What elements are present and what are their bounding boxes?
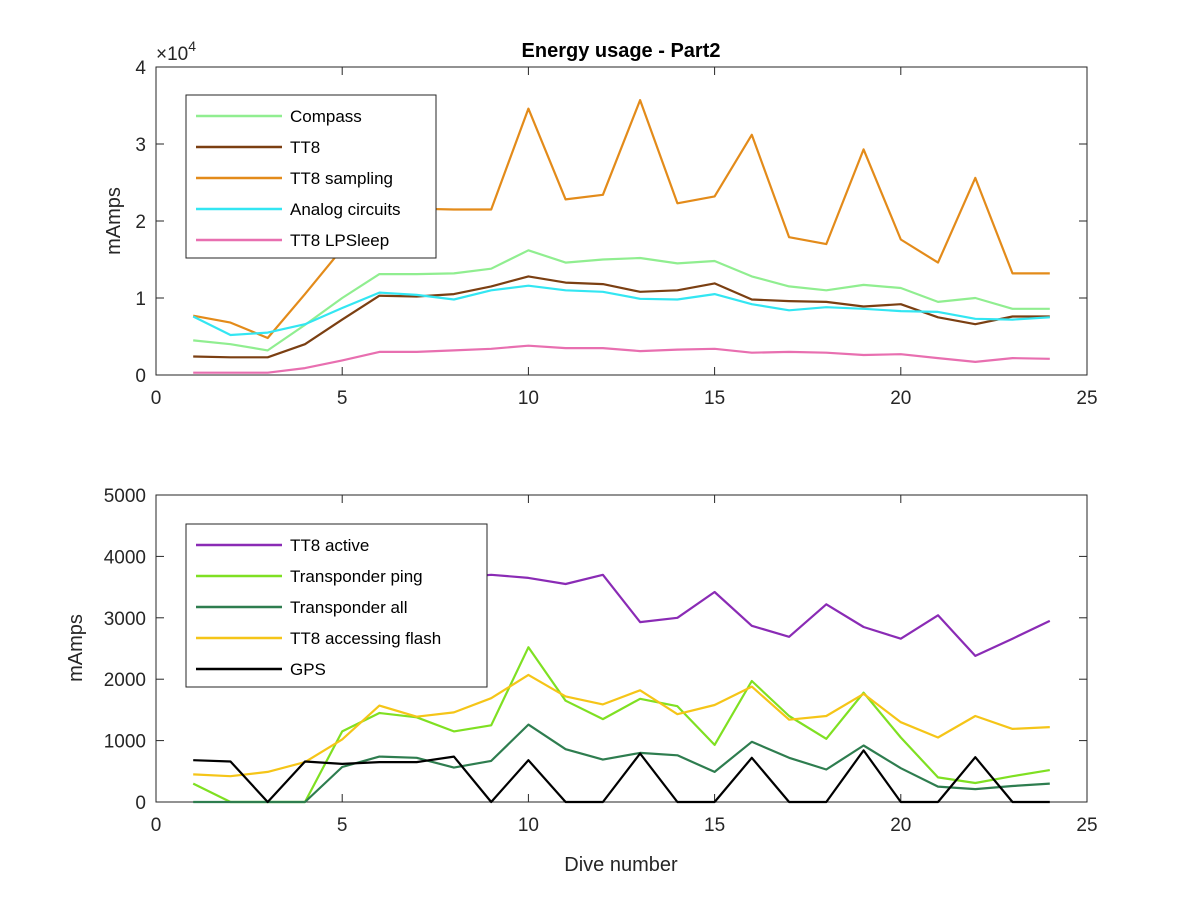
top-subplot: Energy usage - Part2 ×104 mAmps 0 5 10 15 20… — [103, 38, 1098, 409]
x-tick-label: 0 — [151, 815, 162, 836]
x-tick-label: 25 — [1076, 388, 1097, 409]
legend-label: Transponder ping — [290, 567, 423, 586]
top-legend: Compass TT8 TT8 sampling Analog circuits TT8… — [185, 94, 437, 259]
y-tick-label: 3000 — [104, 609, 146, 630]
svg-text:×104: ×104 — [156, 38, 196, 65]
x-tick-label: 5 — [337, 388, 348, 409]
series-line-compass — [193, 249, 1050, 352]
x-tick-label: 10 — [518, 388, 539, 409]
x-axis-label: Dive number — [564, 854, 678, 876]
legend-label: Transponder all — [290, 598, 408, 617]
x-tick-label: 15 — [704, 388, 725, 409]
series-line-tt8-lpsleep — [193, 344, 1050, 374]
legend-label: GPS — [290, 660, 326, 679]
y-tick-label: 0 — [135, 366, 146, 387]
bottom-axes-box — [155, 494, 1088, 803]
y-tick-label: 3 — [135, 135, 146, 156]
y-exponent-label: ×104 — [156, 38, 196, 65]
y-tick-label: 2000 — [104, 670, 146, 691]
legend-label: Compass — [290, 107, 362, 126]
y-tick-label: 5000 — [104, 486, 146, 507]
y-tick-label: 0 — [135, 793, 146, 814]
y-tick-label: 4 — [135, 58, 146, 79]
series-line-tt8 — [193, 275, 1050, 359]
bottom-series-lines — [192, 573, 1051, 804]
x-tick-label: 15 — [704, 815, 725, 836]
bottom-x-ticks: 0 5 10 15 20 25 — [151, 495, 1098, 836]
x-tick-label: 25 — [1076, 815, 1097, 836]
y-tick-label: 4000 — [104, 547, 146, 568]
x-tick-label: 0 — [151, 388, 162, 409]
y-tick-label: 1 — [135, 289, 146, 310]
x-tick-label: 20 — [890, 815, 911, 836]
bottom-subplot: mAmps Dive number 0 5 10 15 20 25 0 1000 2000 30… — [65, 486, 1098, 876]
x-tick-label: 20 — [890, 388, 911, 409]
legend-label: TT8 accessing flash — [290, 629, 441, 648]
legend-box — [185, 94, 437, 259]
top-y-ticks: 0 1 2 3 4 — [135, 58, 1087, 387]
series-line-analog-circuits — [192, 284, 1050, 337]
y-tick-label: 2 — [135, 212, 146, 233]
bottom-legend: TT8 active Transponder ping Transponder al… — [185, 523, 488, 688]
legend-label: Analog circuits — [290, 200, 401, 219]
series-line-transponder-all — [193, 723, 1050, 804]
legend-label: TT8 sampling — [290, 169, 393, 188]
series-line-tt8-accessing-flash — [193, 673, 1050, 778]
x-tick-label: 10 — [518, 815, 539, 836]
top-y-axis-label: mAmps — [103, 187, 125, 255]
legend-label: TT8 — [290, 138, 320, 157]
chart-title: Energy usage - Part2 — [522, 40, 721, 62]
bottom-y-axis-label: mAmps — [65, 614, 87, 682]
legend-label: TT8 LPSleep — [290, 231, 389, 250]
legend-box — [185, 523, 488, 688]
top-x-ticks: 0 5 10 15 20 25 — [151, 67, 1098, 409]
legend-label: TT8 active — [290, 536, 369, 555]
bottom-y-ticks: 0 1000 2000 3000 4000 5000 — [104, 486, 1087, 814]
x-tick-label: 5 — [337, 815, 348, 836]
y-tick-label: 1000 — [104, 732, 146, 753]
series-line-gps — [193, 749, 1050, 804]
